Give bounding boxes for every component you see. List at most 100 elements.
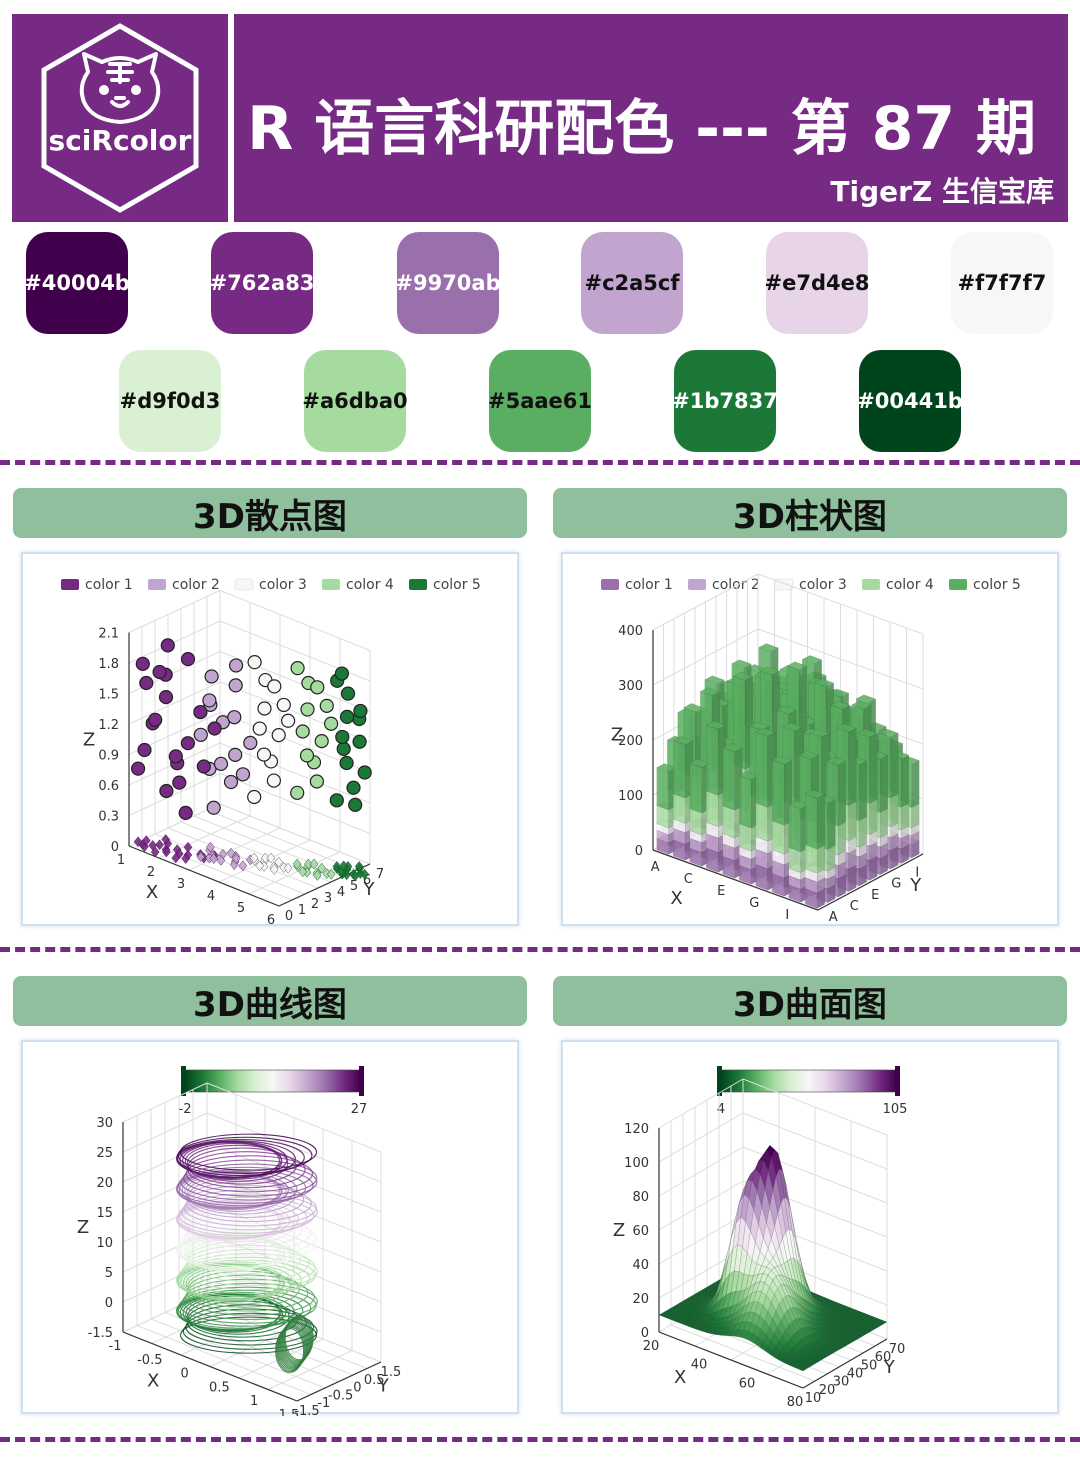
bar-panel-title: 3D柱状图 [553,488,1067,538]
line-spiral-ring [178,1226,316,1264]
bar-block-color-5-side [890,732,899,799]
scatter-point-color-2 [228,747,243,762]
bar-block-color-4-side [837,821,846,856]
line-z-tick: 15 [96,1206,113,1221]
scatter-shadow-point [206,841,215,853]
bar-block-color-5-top [755,727,776,737]
surface-cell [852,1334,862,1340]
line-spiral-ring [182,1312,318,1350]
bar-x-axis [652,849,819,911]
bar-block-color-5-side [816,793,825,850]
scatter-point-color-4 [310,680,325,695]
bar-block-color-5-top [759,666,781,676]
swatch-c2a5cf: #c2a5cf [581,232,683,334]
scatter-shadow-point [249,852,259,864]
bar-block-color-5 [738,771,760,829]
scatter-legend-label: color 4 [346,577,394,593]
page-subtitle: TigerZ 生信宝库 [830,175,1054,208]
bar-block-color-4-front [706,790,719,827]
scatter-point-color-2 [243,735,258,750]
scatter-point-color-5 [334,666,349,681]
surface-x-tick: 80 [787,1395,804,1410]
bar-block-color-5-side [827,799,836,850]
line-spiral-ring [184,1173,282,1211]
surface-colorbar-max: 105 [883,1102,908,1117]
scatter-grid-line [219,590,371,651]
line-colorbar-max: 27 [351,1102,368,1117]
line-x-tick: 0.5 [209,1380,230,1395]
line-spiral-tail [281,1319,311,1365]
bar-block-color-4-front [805,844,818,874]
scatter-point-color-1 [178,805,193,820]
bar-legend-swatch [949,579,967,590]
bar-block-color-5-front [673,740,686,799]
scatter-legend-swatch [61,579,79,590]
scatter-x-tick: 3 [177,877,185,892]
bar-block-color-5-top [771,755,793,765]
scatter-point-color-4 [319,698,334,713]
line-spiral-ring [179,1133,318,1171]
bar-grid-line [757,573,924,635]
bar-block-color-5-top [836,723,857,733]
scatter-x-tick: 2 [147,865,155,880]
bar-block-color-5-top [731,659,752,669]
bar-block-color-5-front [788,804,801,853]
scatter-grid-line [219,651,371,712]
scatter-shadow-point [354,860,364,872]
scatter-point-color-1 [137,742,152,758]
scatter-point-color-2 [202,693,217,708]
scatter-shadow-point [196,851,206,863]
bar-grid-line [652,628,759,686]
bar-block-color-5-top [672,736,694,746]
scatter-shadow-point [155,839,164,851]
surface-y-tick: 60 [875,1350,892,1365]
swatch-e7d4e8: #e7d4e8 [765,232,869,334]
line-x-tick: 1.5 [279,1408,300,1416]
scatter-y-tick: 1 [298,903,306,918]
scatter-point-color-1 [160,638,175,653]
line-spiral-tail [278,1323,308,1369]
scatter-point-color-3 [271,728,286,743]
line-x-axis [122,1331,298,1402]
logo-text: sciRcolor [49,124,192,157]
bar-block-color-4-front [739,823,752,852]
line-x-tick: 0 [180,1367,188,1382]
scatter-point-color-2 [204,669,219,684]
bar-block-color-4-side [827,844,836,872]
scatter-point-color-3 [256,747,272,762]
line-spiral-tail [275,1326,306,1372]
bar-block-color-5-side [837,760,846,827]
bar-block-color-5-top [801,655,823,665]
surface-z-tick: 120 [624,1122,649,1137]
bar-block-color-1-side [848,864,857,892]
line-colorbar-min: -2 [179,1102,192,1117]
bar-block-color-5-side [900,754,909,808]
surface-x-axis [658,1331,804,1389]
line-z-tick: 5 [105,1266,113,1281]
scatter-shadow-point [183,841,193,853]
scatter-legend-label: color 2 [172,577,220,593]
scatter-shadow-point [226,847,236,859]
scatter-x-tick: 6 [267,913,275,928]
scatter-point-color-4 [324,716,339,731]
bar-block-color-5-front [656,767,669,811]
scatter-x-tick: 4 [207,889,215,904]
line-spiral-ring [177,1141,288,1179]
line-spiral-ring [186,1214,311,1252]
line-spiral-ring [183,1159,318,1197]
line-spiral-ring [176,1291,304,1329]
line-y-tick: -1.5 [294,1404,319,1416]
scatter-point-color-4 [314,734,329,749]
line-z-tick: 25 [96,1146,113,1161]
swatch-1b7837: #1b7837 [672,350,778,452]
scatter-shadow-point [269,863,279,875]
scatter-point-color-1 [168,749,183,764]
scatter-point-color-1 [148,712,163,727]
surface-colorbar-min: 4 [717,1102,725,1117]
scatter-point-color-1 [193,704,208,720]
scatter-grid-line [167,827,319,889]
line-spiral-ring [182,1282,318,1320]
line-spiral-ring [184,1219,317,1257]
bar-block-color-5-top [798,750,820,760]
